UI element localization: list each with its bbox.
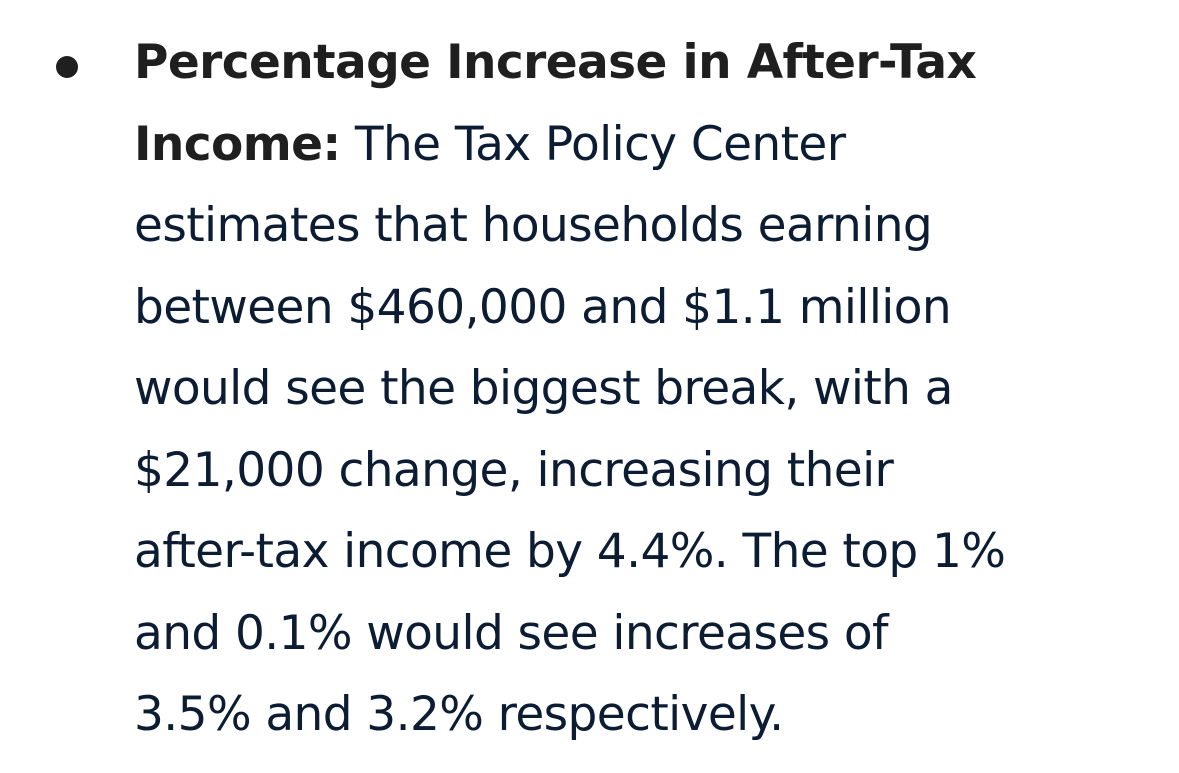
- text-line-7: after-tax income by 4.4%. The top 1%: [134, 524, 1006, 579]
- bullet-paragraph: Percentage Increase in After-Tax Income:…: [134, 22, 1134, 756]
- text-line-5: would see the biggest break, with a: [134, 361, 953, 416]
- lead-heading-line-2: Income:: [134, 116, 341, 172]
- text-line-8: and 0.1% would see increases of: [134, 605, 889, 661]
- body-text-segment: The Tax Policy Center: [340, 116, 846, 172]
- text-line-3: estimates that households earning: [134, 198, 933, 253]
- bullet-point: [56, 56, 78, 78]
- text-line-6: $21,000 change, increasing their: [134, 442, 894, 498]
- text-line-4: between $460,000 and $1.1 million: [134, 279, 952, 335]
- text-line-2: Income: The Tax Policy Center: [134, 104, 1134, 186]
- text-line-9: 3.5% and 3.2% respectively.: [134, 687, 784, 742]
- lead-heading-line-1: Percentage Increase in After-Tax: [134, 35, 977, 90]
